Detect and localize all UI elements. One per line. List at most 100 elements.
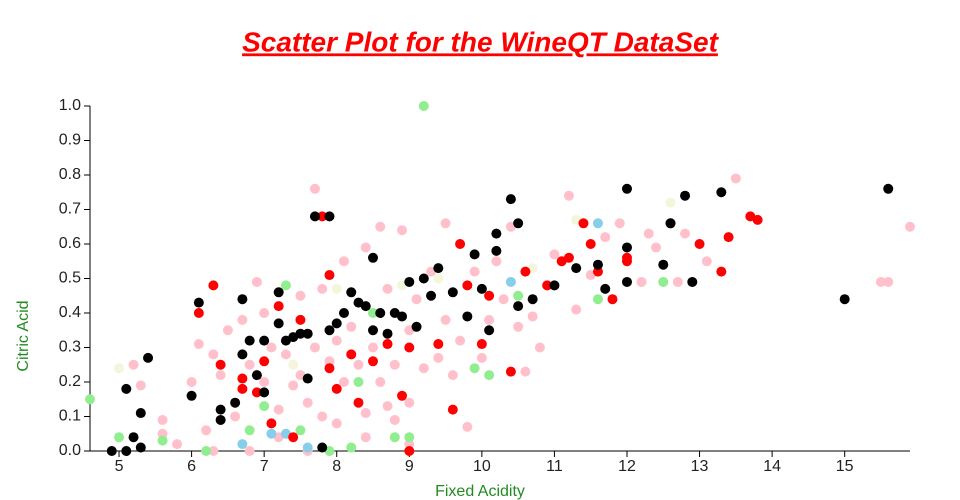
scatter-point: [259, 377, 270, 387]
scatter-point: [563, 252, 574, 263]
scatter-point: [346, 321, 357, 332]
y-tick-label: 0.3: [59, 339, 81, 356]
scatter-point: [368, 342, 379, 353]
scatter-point: [230, 411, 241, 422]
y-tick-label: 0.8: [59, 166, 81, 183]
scatter-point: [324, 363, 335, 374]
scatter-point: [469, 266, 480, 277]
scatter-point: [883, 183, 894, 194]
scatter-point: [317, 211, 328, 222]
scatter-point: [484, 370, 495, 381]
scatter-point: [513, 321, 524, 332]
scatter-point: [237, 383, 248, 394]
scatter-point: [498, 294, 509, 305]
x-tick-label: 15: [836, 458, 854, 475]
x-tick-label: 10: [473, 458, 491, 475]
scatter-point: [324, 356, 335, 367]
scatter-point: [527, 311, 538, 322]
x-tick-label: 13: [691, 458, 709, 475]
y-tick-label: 0.5: [59, 270, 81, 287]
scatter-point: [542, 280, 553, 291]
scatter-point: [571, 304, 582, 315]
scatter-point: [215, 370, 226, 381]
scatter-point: [404, 439, 415, 450]
scatter-point: [106, 446, 117, 456]
scatter-point: [251, 276, 262, 287]
y-tick-label: 0.1: [59, 408, 81, 425]
scatter-point: [614, 218, 625, 229]
scatter-point: [317, 283, 328, 294]
y-tick-label: 1.0: [59, 97, 81, 114]
scatter-point: [193, 297, 204, 308]
scatter-point: [244, 425, 255, 436]
scatter-point: [491, 245, 502, 256]
scatter-point: [469, 363, 480, 374]
scatter-point: [237, 373, 248, 384]
scatter-point: [143, 352, 154, 363]
scatter-point: [309, 183, 320, 194]
scatter-point: [375, 308, 386, 318]
scatter-point: [208, 446, 219, 456]
scatter-point: [418, 273, 429, 284]
scatter-point: [404, 397, 415, 408]
scatter-point: [331, 418, 342, 429]
scatter-point: [230, 397, 241, 408]
scatter-point: [621, 252, 632, 263]
x-tick-label: 11: [546, 458, 563, 475]
scatter-point: [621, 276, 632, 287]
scatter-point: [353, 359, 364, 370]
scatter-point: [680, 228, 691, 239]
scatter-point: [360, 301, 371, 312]
scatter-point: [527, 294, 538, 305]
scatter-point: [360, 408, 371, 419]
scatter-point: [687, 276, 698, 287]
scatter-point: [368, 356, 379, 367]
scatter-point: [505, 366, 516, 377]
scatter-point: [476, 283, 487, 294]
scatter-point: [382, 283, 393, 294]
scatter-point: [114, 363, 125, 374]
scatter-point: [621, 183, 632, 194]
scatter-point: [121, 446, 132, 456]
scatter-point: [368, 252, 379, 263]
scatter-point: [404, 432, 415, 443]
scatter-point: [266, 342, 277, 353]
scatter-point: [237, 294, 248, 305]
scatter-point: [251, 370, 262, 381]
scatter-point: [338, 377, 349, 387]
scatter-point: [607, 294, 618, 305]
scatter-point: [186, 390, 197, 401]
scatter-point: [534, 342, 545, 353]
scatter-point: [157, 428, 168, 439]
scatter-point: [447, 287, 458, 298]
scatter-point: [302, 442, 313, 453]
scatter-point: [259, 335, 270, 346]
scatter-point: [201, 446, 212, 456]
x-tick-label: 5: [115, 458, 124, 475]
scatter-point: [237, 314, 248, 325]
scatter-point: [259, 308, 270, 318]
scatter-point: [447, 404, 458, 415]
scatter-point: [273, 404, 284, 415]
scatter-point: [208, 280, 219, 291]
scatter-point: [135, 442, 146, 453]
y-tick-label: 0.6: [59, 235, 81, 252]
scatter-point: [462, 311, 473, 322]
scatter-point: [251, 387, 262, 398]
scatter-point: [433, 352, 444, 363]
scatter-point: [382, 339, 393, 350]
scatter-point: [592, 218, 603, 229]
scatter-point: [302, 373, 313, 384]
scatter-point: [701, 256, 712, 267]
scatter-point: [375, 377, 386, 387]
scatter-point: [404, 446, 415, 456]
y-tick-label: 0.0: [59, 442, 81, 459]
scatter-point: [208, 349, 219, 360]
scatter-point: [259, 387, 270, 398]
y-tick-label: 0.2: [59, 373, 81, 390]
scatter-point: [157, 414, 168, 425]
scatter-point: [309, 342, 320, 353]
scatter-point: [331, 383, 342, 394]
scatter-point: [651, 242, 662, 253]
